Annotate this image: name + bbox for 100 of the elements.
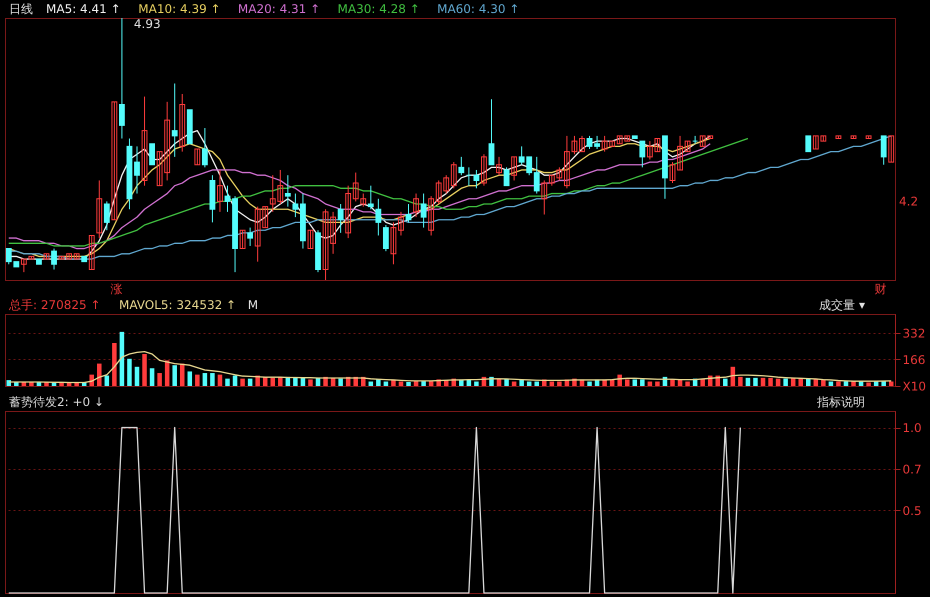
bar <box>293 378 298 386</box>
chart-title: 日线 <box>9 2 33 16</box>
bar <box>557 382 562 386</box>
candlestick <box>142 96 148 186</box>
text: 总手: 270825 ↑ <box>8 298 101 312</box>
candlestick <box>375 198 382 236</box>
bar <box>202 373 208 386</box>
text: 蓄势待发2: +0 ↓ <box>9 395 104 409</box>
text: MA10: 4.39 ↑ <box>138 2 221 16</box>
line-series <box>8 350 892 384</box>
candlestick <box>443 174 450 194</box>
bar <box>881 382 886 386</box>
bar <box>776 378 780 386</box>
candlestick <box>450 162 457 189</box>
candlestick <box>805 135 812 152</box>
candlestick <box>217 169 223 212</box>
candlestick <box>6 248 12 265</box>
bar <box>240 378 245 386</box>
candlestick <box>534 156 540 194</box>
text: MA30: 4.28 ↑ <box>338 2 420 16</box>
y-tick-label: 1.0 <box>902 421 922 436</box>
bar <box>248 378 252 386</box>
bar <box>127 358 132 386</box>
candlestick <box>639 140 646 168</box>
candlestick <box>202 128 208 168</box>
candlestick <box>51 248 57 270</box>
candlestick <box>496 156 502 176</box>
candlestick <box>548 174 555 186</box>
bar <box>768 378 773 386</box>
bar <box>700 379 705 386</box>
y-tick-label: 332 <box>902 326 926 340</box>
candlestick <box>458 156 464 176</box>
candlestick <box>488 98 494 166</box>
bar <box>188 371 192 386</box>
bar <box>655 382 660 386</box>
bar <box>120 332 124 386</box>
bar <box>746 378 750 386</box>
bar <box>790 378 796 386</box>
candlestick <box>511 156 518 181</box>
candlestick <box>240 230 246 250</box>
bar <box>308 379 313 386</box>
bar <box>550 382 554 386</box>
bar <box>760 378 766 386</box>
bar <box>225 378 230 386</box>
bar <box>844 382 848 386</box>
bar <box>814 379 818 386</box>
candlestick <box>345 185 352 239</box>
text: 涨 <box>110 282 123 296</box>
candlestick <box>616 135 623 144</box>
candlestick <box>518 146 525 166</box>
bar <box>414 382 418 386</box>
bar <box>29 382 34 386</box>
candlestick <box>172 83 178 158</box>
text: 指标说明 <box>816 395 865 409</box>
text: MA20: 4.31 ↑ <box>238 2 320 16</box>
text: MA60: 4.30 ↑ <box>437 2 520 16</box>
candlestick <box>812 135 819 150</box>
y-tick-label: 0.7 <box>902 462 922 476</box>
bar <box>384 382 388 386</box>
bar <box>6 380 12 386</box>
bar <box>632 379 638 386</box>
candlestick <box>277 169 284 205</box>
candlestick <box>111 101 118 220</box>
bar <box>97 364 102 386</box>
candlestick <box>406 204 412 223</box>
bar <box>730 366 736 386</box>
y-tick-label: 0.5 <box>902 504 922 518</box>
candlestick <box>118 18 125 140</box>
bar <box>36 382 42 386</box>
bar <box>836 382 841 386</box>
bar <box>828 382 834 386</box>
text: MAVOL5: 324532 ↑ <box>119 298 236 312</box>
candlestick <box>436 180 442 205</box>
candlestick <box>526 156 532 176</box>
candlestick <box>247 227 254 246</box>
bar <box>406 382 411 386</box>
candlestick <box>360 193 366 208</box>
candlestick <box>420 193 427 228</box>
candlestick <box>368 185 374 210</box>
bar <box>753 378 758 386</box>
candlestick <box>700 135 706 147</box>
candlestick <box>284 174 291 208</box>
bar <box>798 378 803 386</box>
bar <box>157 373 162 386</box>
candlestick <box>88 234 95 270</box>
text: 成交量 ▾ <box>819 298 865 312</box>
bar <box>526 382 532 386</box>
bar <box>670 379 675 386</box>
bar <box>587 382 592 386</box>
bar <box>338 378 343 386</box>
bar <box>648 382 652 386</box>
candlestick <box>504 166 510 186</box>
bar <box>330 378 336 386</box>
candlestick <box>338 204 344 234</box>
bar <box>22 382 26 386</box>
bar <box>421 382 426 386</box>
bar <box>142 354 147 386</box>
bar <box>172 365 177 386</box>
bar <box>888 382 894 386</box>
y-tick-label: 166 <box>902 352 926 367</box>
